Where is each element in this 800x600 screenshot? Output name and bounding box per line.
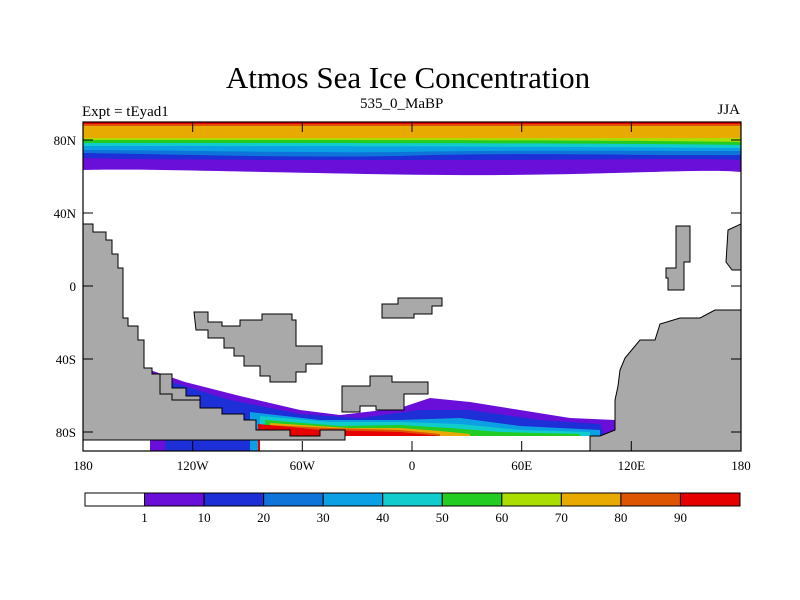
colorbar-label: 1 <box>141 510 148 525</box>
lat-label-40n: 40N <box>54 206 77 221</box>
colorbar-swatch <box>84 492 146 507</box>
colorbar-swatch <box>322 492 384 507</box>
lat-label-0: 0 <box>70 279 77 294</box>
lat-axis: 80N 40N 0 40S 80S <box>54 133 741 440</box>
lon-label-0: 0 <box>409 458 416 473</box>
east-island <box>665 225 691 291</box>
chart-title: Atmos Sea Ice Concentration <box>225 60 591 95</box>
colorbar-swatch <box>263 492 324 507</box>
lon-label-60w: 60W <box>290 458 316 473</box>
colorbar: 1 10 20 30 40 50 60 70 80 90 <box>84 492 741 525</box>
lat-label-80s: 80S <box>56 425 76 440</box>
colorbar-label: 20 <box>257 510 270 525</box>
colorbar-swatch <box>679 492 741 507</box>
lon-label-180e: 180 <box>731 458 751 473</box>
colorbar-label: 60 <box>495 510 508 525</box>
lon-label-120w: 120W <box>177 458 210 473</box>
northern-sea-ice <box>83 122 741 176</box>
colorbar-swatch <box>441 492 503 507</box>
colorbar-label: 70 <box>555 510 568 525</box>
colorbar-swatch <box>620 492 681 507</box>
experiment-label: Expt = tEyad1 <box>82 104 169 120</box>
colorbar-label: 80 <box>614 510 627 525</box>
lon-axis: 180 120W 60W 0 60E 120E 180 <box>73 122 751 473</box>
colorbar-swatch <box>560 492 622 507</box>
central-continent-south <box>341 375 429 413</box>
east-peninsula <box>725 223 741 271</box>
lat-label-40s: 40S <box>56 352 76 367</box>
sh-white-margin <box>260 436 620 451</box>
colorbar-label: 50 <box>436 510 449 525</box>
colorbar-swatch <box>203 492 265 507</box>
lat-label-80n: 80N <box>54 133 77 148</box>
lon-label-120e: 120E <box>618 458 646 473</box>
colorbar-label: 10 <box>198 510 211 525</box>
central-island <box>381 297 443 319</box>
antarctic-west <box>159 373 201 401</box>
season-label: JJA <box>717 102 740 118</box>
lon-label-60e: 60E <box>511 458 532 473</box>
colorbar-swatch <box>382 492 443 507</box>
colorbar-swatch <box>501 492 562 507</box>
colorbar-label: 40 <box>376 510 389 525</box>
colorbar-swatch <box>144 492 205 507</box>
land <box>83 223 741 451</box>
colorbar-label: 30 <box>317 510 330 525</box>
time-label: 535_0_MaBP <box>360 96 444 112</box>
central-continent-west <box>193 311 323 383</box>
lon-label-180w: 180 <box>73 458 93 473</box>
colorbar-label: 90 <box>674 510 687 525</box>
east-continent <box>589 224 741 451</box>
